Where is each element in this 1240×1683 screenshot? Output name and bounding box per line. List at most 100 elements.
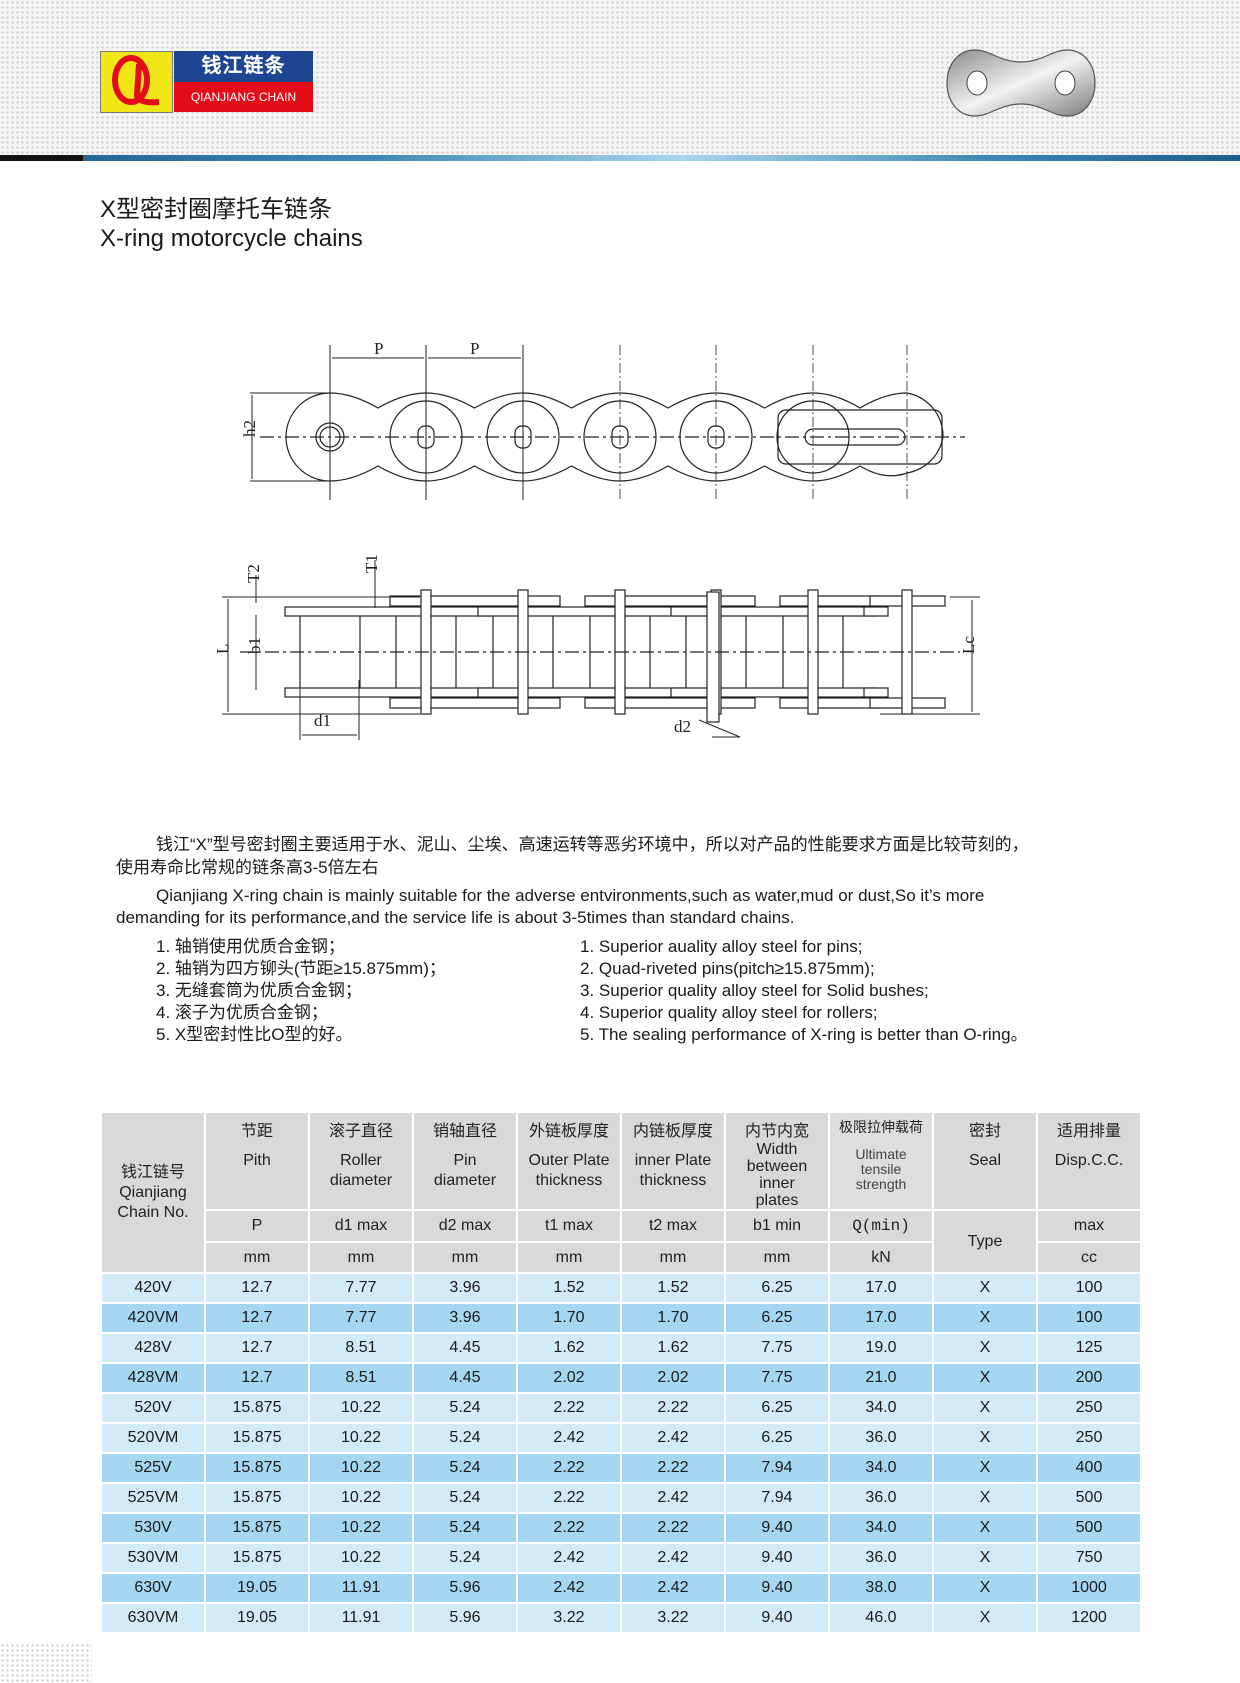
table-cell: 2.22 bbox=[518, 1484, 620, 1512]
header-chain-no: 钱江链号 Qianjiang Chain No. bbox=[102, 1113, 204, 1272]
outer-plate bbox=[779, 697, 881, 709]
table-cell: 9.40 bbox=[726, 1514, 828, 1542]
table-cell: 1000 bbox=[1038, 1574, 1140, 1602]
outer-plate bbox=[389, 595, 561, 607]
table-cell: 3.96 bbox=[414, 1304, 516, 1332]
header-pin-diameter: 销轴直径 Pin diameter bbox=[414, 1113, 516, 1209]
table-cell: 10.22 bbox=[310, 1514, 412, 1542]
table-cell: 2.02 bbox=[518, 1364, 620, 1392]
table-cell: 12.7 bbox=[206, 1304, 308, 1332]
label-l: L bbox=[213, 644, 232, 654]
table-cell: X bbox=[934, 1574, 1036, 1602]
header-divider bbox=[0, 155, 1240, 161]
header-divider-accent bbox=[0, 155, 83, 161]
table-cell: 12.7 bbox=[206, 1334, 308, 1362]
feature-en-item: 3. Superior quality alloy steel for Soli… bbox=[580, 981, 929, 1000]
header-symbol: t1 max bbox=[518, 1211, 620, 1241]
header-en: Width bbox=[756, 1141, 798, 1158]
diagram-labels: P P h2 T2 T1 L b1 d1 d2 Lc bbox=[213, 339, 978, 736]
header-symbol: Q(min) bbox=[830, 1211, 932, 1241]
table-cell: 6.25 bbox=[726, 1304, 828, 1332]
features-cn-list: 1. 轴销使用优质合金钢； 2. 轴销为四方铆头(节距≥15.875mm)； 3… bbox=[156, 936, 446, 1046]
inner-plate bbox=[477, 606, 684, 617]
label-d2: d2 bbox=[674, 717, 691, 736]
table-cell: X bbox=[934, 1364, 1036, 1392]
table-cell: 2.42 bbox=[622, 1424, 724, 1452]
header-symbol: d1 max bbox=[310, 1211, 412, 1241]
table-cell: X bbox=[934, 1274, 1036, 1302]
label-h2: h2 bbox=[240, 420, 259, 437]
table-cell: 1.52 bbox=[622, 1274, 724, 1302]
table-cell: 1.62 bbox=[518, 1334, 620, 1362]
chain-side-view bbox=[240, 589, 960, 723]
table-cell: 2.22 bbox=[518, 1454, 620, 1482]
outer-plate bbox=[389, 697, 561, 709]
chain-dimension-diagram: P P h2 T2 T1 L b1 d1 d2 Lc bbox=[213, 339, 980, 740]
table-cell: 2.22 bbox=[622, 1394, 724, 1422]
cell-chain-no: 420VM bbox=[102, 1304, 204, 1332]
header-symbol: P bbox=[206, 1211, 308, 1241]
table-cell: 10.22 bbox=[310, 1544, 412, 1572]
table-cell: 250 bbox=[1038, 1424, 1140, 1452]
table-cell: 2.42 bbox=[622, 1484, 724, 1512]
table-cell: 17.0 bbox=[830, 1274, 932, 1302]
header-cn: 密封 bbox=[968, 1123, 1001, 1140]
inner-plate bbox=[284, 606, 491, 617]
company-logo: 钱江链条 QIANJIANG CHAIN bbox=[100, 51, 313, 113]
cell-chain-no: 420V bbox=[102, 1274, 204, 1302]
header-en: Disp.C.C. bbox=[1054, 1152, 1124, 1169]
header-cn: 钱江链号 bbox=[120, 1163, 185, 1181]
table-cell: 7.75 bbox=[726, 1334, 828, 1362]
table-cell: 34.0 bbox=[830, 1454, 932, 1482]
header-en: Qianjiang bbox=[119, 1183, 187, 1201]
cell-chain-no: 428V bbox=[102, 1334, 204, 1362]
table-cell: 10.22 bbox=[310, 1394, 412, 1422]
feature-en-item: 5. The sealing performance of X-ring is … bbox=[580, 1025, 1028, 1044]
header-ultimate-tensile-strength: 极限拉伸载荷 Ultimate tensile strength bbox=[830, 1113, 932, 1209]
table-cell: 2.22 bbox=[518, 1514, 620, 1542]
cell-chain-no: 520VM bbox=[102, 1424, 204, 1452]
table-row: 428VM 12.7 8.51 4.45 2.02 2.02 7.75 21.0 X 200 bbox=[102, 1364, 1140, 1392]
header-symbol: max bbox=[1038, 1211, 1140, 1241]
table-cell: 5.96 bbox=[414, 1604, 516, 1632]
table-cell: 400 bbox=[1038, 1454, 1140, 1482]
table-cell: X bbox=[934, 1484, 1036, 1512]
table-row: 630VM 19.05 11.91 5.96 3.22 3.22 9.40 46.0 X 1200 bbox=[102, 1604, 1140, 1632]
page-title-chinese: X型密封圈摩托车链条 bbox=[100, 196, 333, 223]
feature-cn-item: 2. 轴销为四方铆头(节距≥15.875mm)； bbox=[156, 959, 446, 978]
header-inner-plate-thickness: 内链板厚度 inner Plate thickness bbox=[622, 1113, 724, 1209]
table-cell: 500 bbox=[1038, 1514, 1140, 1542]
header-en: thickness bbox=[535, 1172, 603, 1189]
cell-chain-no: 428VM bbox=[102, 1364, 204, 1392]
table-row: 630V 19.05 11.91 5.96 2.42 2.42 9.40 38.0 X 1000 bbox=[102, 1574, 1140, 1602]
table-cell: 15.875 bbox=[206, 1454, 308, 1482]
table-row: 530V 15.875 10.22 5.24 2.22 2.22 9.40 34.0 X 500 bbox=[102, 1514, 1140, 1542]
table-cell: 5.24 bbox=[414, 1454, 516, 1482]
table-cell: 7.77 bbox=[310, 1274, 412, 1302]
label-b1: b1 bbox=[245, 637, 264, 654]
table-cell: 6.25 bbox=[726, 1424, 828, 1452]
header-cn: 内节内宽 bbox=[744, 1123, 809, 1140]
logo-chinese-name: 钱江链条 bbox=[174, 51, 313, 82]
table-cell: 5.24 bbox=[414, 1484, 516, 1512]
feature-cn-item: 1. 轴销使用优质合金钢； bbox=[156, 937, 345, 956]
inner-plate bbox=[863, 606, 889, 617]
header-unit: mm bbox=[206, 1243, 308, 1272]
table-cell: 2.42 bbox=[622, 1574, 724, 1602]
table-cell: X bbox=[934, 1304, 1036, 1332]
table-cell: 8.51 bbox=[310, 1364, 412, 1392]
header-en: inner bbox=[759, 1175, 795, 1192]
header-cn: 销轴直径 bbox=[432, 1123, 497, 1140]
table-cell: 9.40 bbox=[726, 1604, 828, 1632]
table-cell: 200 bbox=[1038, 1364, 1140, 1392]
description-en-line-1: Qianjiang X-ring chain is mainly suitabl… bbox=[156, 886, 985, 905]
header-symbol: t2 max bbox=[622, 1211, 724, 1241]
table-cell: 2.42 bbox=[518, 1544, 620, 1572]
header-unit: mm bbox=[726, 1243, 828, 1272]
table-cell: 5.24 bbox=[414, 1424, 516, 1452]
table-cell: 3.22 bbox=[518, 1604, 620, 1632]
feature-cn-item: 4. 滚子为优质合金钢； bbox=[156, 1003, 328, 1022]
header-symbol: Type bbox=[934, 1211, 1036, 1272]
header-inner-width: 内节内宽 Width between inner plates bbox=[726, 1113, 828, 1209]
table-cell: 7.94 bbox=[726, 1454, 828, 1482]
